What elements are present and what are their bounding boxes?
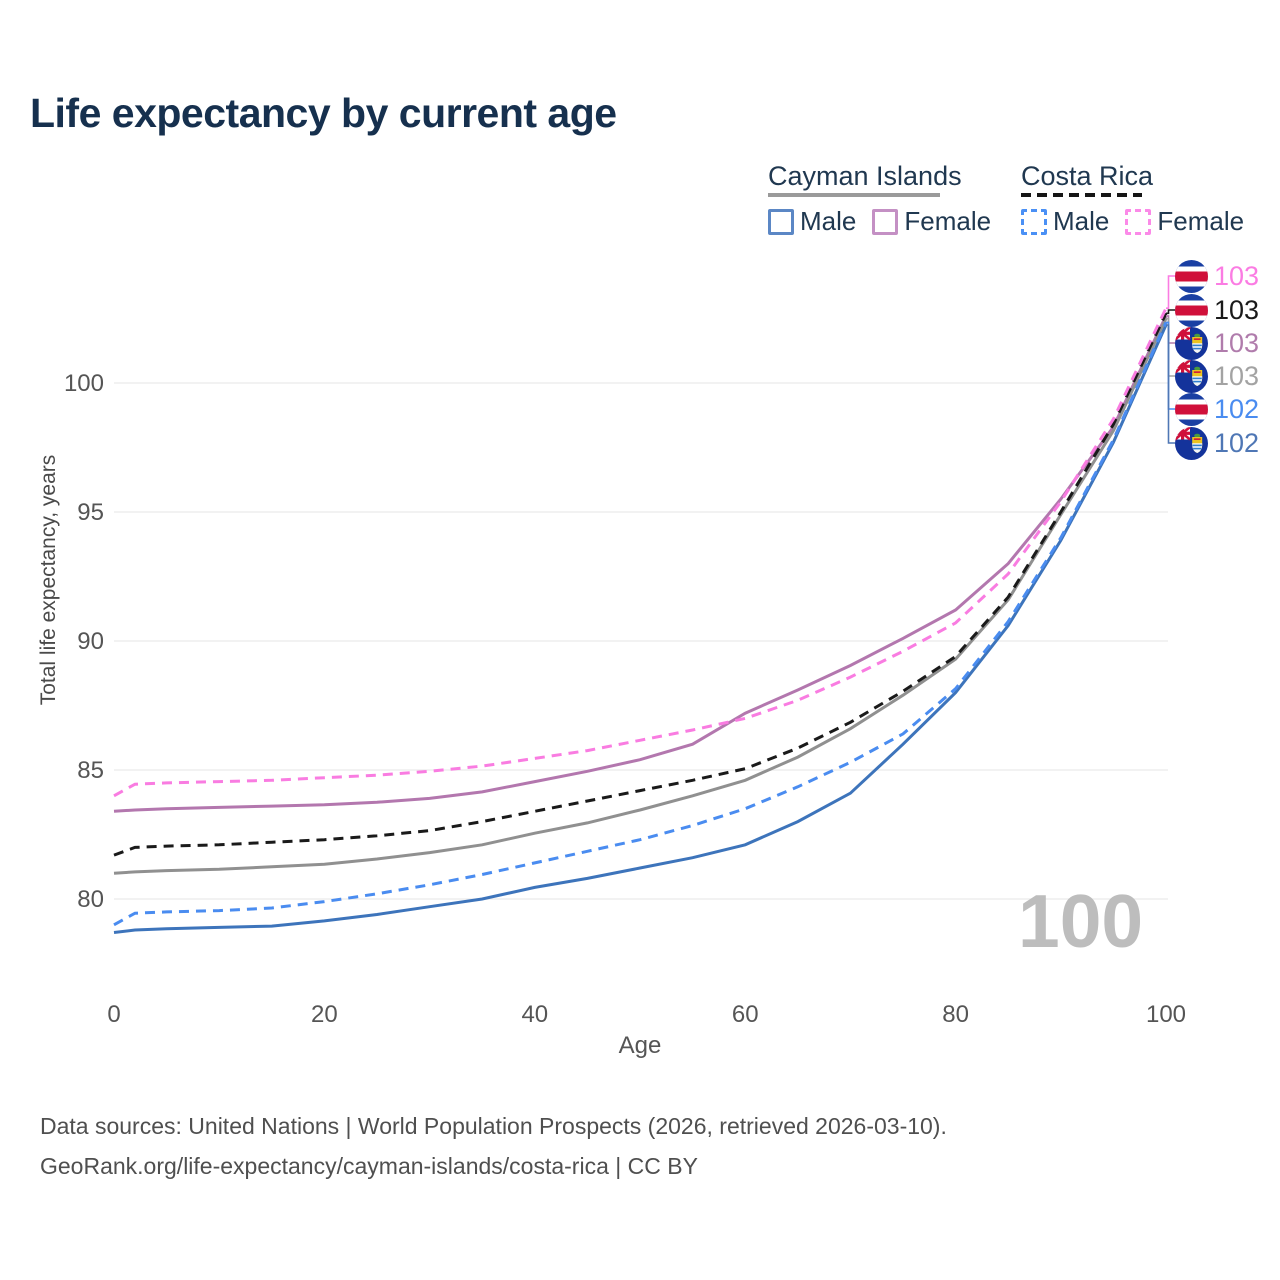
leader-line-costa-rica-both-sexes bbox=[1166, 309, 1175, 315]
y-tick-label-95: 95 bbox=[77, 499, 104, 526]
footer-line-1: Data sources: United Nations | World Pop… bbox=[40, 1113, 947, 1139]
leader-line-costa-rica-male bbox=[1166, 321, 1175, 410]
legend-group-cayman-islands: Cayman Islands Male Female bbox=[768, 162, 1007, 237]
legend-item-costa-rica-male[interactable]: Male bbox=[1021, 206, 1109, 237]
leader-line-costa-rica-female bbox=[1166, 275, 1175, 309]
legend-swatch-costa-rica-female bbox=[1125, 208, 1152, 235]
x-tick-label-20: 20 bbox=[311, 1001, 338, 1028]
x-tick-label-100: 100 bbox=[1146, 1001, 1186, 1028]
series-line-cayman-islands-female[interactable] bbox=[113, 315, 1168, 813]
legend-swatch-cayman-male bbox=[768, 208, 794, 235]
legend-group-title: Costa Rica bbox=[1021, 161, 1154, 191]
age-watermark: 100 bbox=[1018, 879, 1144, 963]
series-line-costa-rica-female[interactable] bbox=[113, 307, 1168, 798]
x-axis-title: Age bbox=[619, 1032, 662, 1059]
footer-line-2: GeoRank.org/life-expectancy/cayman-islan… bbox=[40, 1153, 698, 1179]
series-line-cayman-islands-male[interactable] bbox=[113, 324, 1168, 934]
legend-item-label: Male bbox=[1053, 206, 1110, 236]
series-line-costa-rica-male[interactable] bbox=[113, 321, 1168, 927]
page-title: Life expectancy by current age bbox=[30, 90, 617, 136]
legend-item-costa-rica-female[interactable]: Female bbox=[1125, 206, 1244, 237]
footer: Data sources: United Nations | World Pop… bbox=[40, 1106, 947, 1186]
leader-line-cayman-islands-both-sexes bbox=[1166, 317, 1175, 377]
legend-group-title: Cayman Islands bbox=[768, 161, 962, 191]
legend-swatch-costa-rica-male bbox=[1021, 208, 1047, 235]
legend-item-cayman-male[interactable]: Male bbox=[768, 206, 856, 237]
legend-item-cayman-female[interactable]: Female bbox=[872, 206, 991, 237]
x-tick-label-40: 40 bbox=[521, 1001, 548, 1028]
x-tick-label-0: 0 bbox=[107, 1001, 120, 1028]
leader-line-cayman-islands-female bbox=[1166, 315, 1175, 344]
legend-item-label: Female bbox=[904, 206, 992, 236]
legend-item-label: Female bbox=[1157, 206, 1245, 236]
y-axis-title: Total life expectancy, years bbox=[37, 454, 60, 706]
legend-group-costa-rica: Costa Rica Male Female bbox=[1021, 162, 1260, 237]
legend-underline-solid bbox=[768, 193, 940, 197]
series-line-cayman-islands-both-sexes[interactable] bbox=[113, 317, 1168, 875]
x-tick-label-60: 60 bbox=[732, 1001, 759, 1028]
y-tick-label-80: 80 bbox=[77, 886, 104, 913]
legend-underline-dashed bbox=[1021, 193, 1142, 197]
legend-item-label: Male bbox=[800, 206, 857, 236]
y-tick-label-90: 90 bbox=[77, 628, 104, 655]
series-line-costa-rica-both-sexes[interactable] bbox=[113, 312, 1168, 857]
leader-line-cayman-islands-male bbox=[1166, 324, 1175, 444]
y-tick-label-100: 100 bbox=[64, 370, 104, 397]
x-tick-label-80: 80 bbox=[942, 1001, 969, 1028]
legend-swatch-cayman-female bbox=[872, 208, 899, 235]
y-tick-label-85: 85 bbox=[77, 757, 104, 784]
